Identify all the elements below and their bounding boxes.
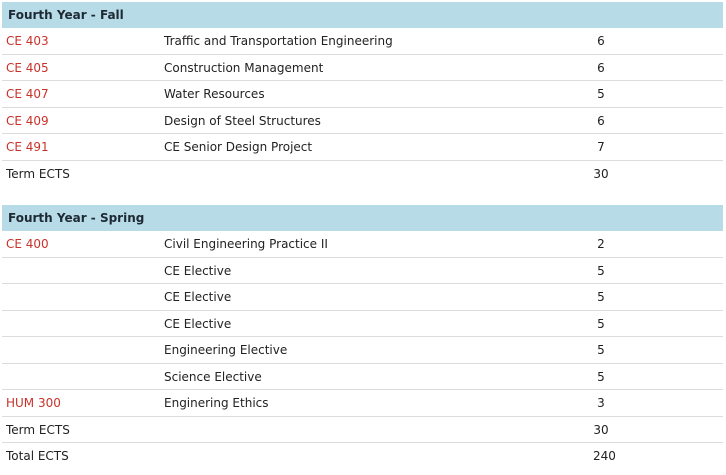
course-ects: 5 bbox=[597, 263, 605, 278]
course-ects: 5 bbox=[597, 290, 605, 304]
course-name: Water Resources bbox=[164, 87, 265, 101]
course-ects: 2 bbox=[597, 237, 605, 251]
course-name: Traffic and Transportation Engineering bbox=[164, 34, 393, 48]
table-row: CE 400 Civil Engineering Practice II 2 bbox=[2, 231, 723, 258]
course-name: Enginering Ethics bbox=[164, 396, 269, 410]
course-ects: 3 bbox=[597, 396, 605, 410]
spring-header: Fourth Year - Spring bbox=[2, 205, 723, 231]
table-row: CE Elective 5 bbox=[2, 258, 723, 284]
course-ects: 6 bbox=[597, 60, 605, 75]
course-code-link[interactable]: CE 491 bbox=[6, 140, 49, 154]
term-ects-value: 30 bbox=[593, 166, 609, 181]
table-row: Engineering Elective 5 bbox=[2, 337, 723, 364]
course-ects: 5 bbox=[597, 316, 605, 331]
table-row: CE 409 Design of Steel Structures 6 bbox=[2, 108, 723, 134]
fall-header: Fourth Year - Fall bbox=[2, 2, 723, 28]
spring-semester-table: Fourth Year - Spring CE 400 Civil Engine… bbox=[2, 205, 723, 470]
course-ects: 5 bbox=[597, 343, 605, 357]
total-ects-value: 240 bbox=[593, 449, 616, 463]
course-code-link[interactable]: CE 405 bbox=[6, 60, 49, 75]
term-ects-value: 30 bbox=[593, 422, 609, 437]
course-name: Civil Engineering Practice II bbox=[164, 237, 328, 251]
course-code-link[interactable]: CE 400 bbox=[6, 237, 49, 251]
course-code-link[interactable]: CE 403 bbox=[6, 34, 49, 48]
table-row: Science Elective 5 bbox=[2, 364, 723, 390]
course-name: CE Elective bbox=[164, 316, 232, 331]
term-ects-label: Term ECTS bbox=[6, 166, 70, 181]
course-name: Design of Steel Structures bbox=[164, 113, 321, 128]
total-ects-label: Total ECTS bbox=[6, 449, 69, 463]
course-name: CE Elective bbox=[164, 263, 232, 278]
course-ects: 6 bbox=[597, 34, 605, 48]
table-row: CE Elective 5 bbox=[2, 311, 723, 337]
table-row: CE 407 Water Resources 5 bbox=[2, 81, 723, 108]
table-row: CE 403 Traffic and Transportation Engine… bbox=[2, 28, 723, 55]
table-row: CE 491 CE Senior Design Project 7 bbox=[2, 134, 723, 161]
course-name: CE Elective bbox=[164, 290, 232, 304]
term-ects-row: Term ECTS 30 bbox=[2, 417, 723, 443]
table-row: CE 405 Construction Management 6 bbox=[2, 55, 723, 81]
table-row: CE Elective 5 bbox=[2, 284, 723, 311]
term-ects-label: Term ECTS bbox=[6, 422, 70, 437]
course-name: Science Elective bbox=[164, 369, 262, 384]
course-name: CE Senior Design Project bbox=[164, 140, 313, 154]
course-ects: 7 bbox=[597, 140, 605, 154]
course-code-link[interactable]: HUM 300 bbox=[6, 396, 61, 410]
course-ects: 6 bbox=[597, 113, 605, 128]
course-code-link[interactable]: CE 407 bbox=[6, 87, 49, 101]
course-ects: 5 bbox=[597, 87, 605, 101]
total-ects-row: Total ECTS 240 bbox=[2, 443, 723, 470]
course-name: Engineering Elective bbox=[164, 343, 288, 357]
table-row: HUM 300 Enginering Ethics 3 bbox=[2, 390, 723, 417]
course-name: Construction Management bbox=[164, 60, 324, 75]
fall-semester-table: Fourth Year - Fall CE 403 Traffic and Tr… bbox=[2, 2, 723, 187]
term-ects-row: Term ECTS 30 bbox=[2, 161, 723, 188]
course-ects: 5 bbox=[597, 369, 605, 384]
course-code-link[interactable]: CE 409 bbox=[6, 113, 49, 128]
